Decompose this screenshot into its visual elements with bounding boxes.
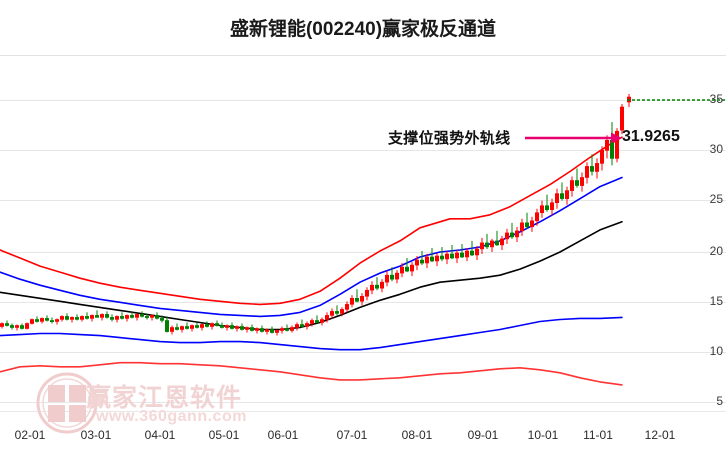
annotation-label: 支撑位强势外轨线 xyxy=(388,130,511,147)
x-axis-tick-label: 07-01 xyxy=(336,428,368,442)
x-axis-tick-label: 02-01 xyxy=(14,428,46,442)
x-axis-tick-label: 09-01 xyxy=(467,428,499,442)
y-axis-tick-label: 15 xyxy=(709,294,723,308)
page-title: 盛新锂能(002240)赢家极反通道 xyxy=(229,19,497,40)
x-axis-tick-label: 03-01 xyxy=(80,428,112,442)
price-chart-canvas[interactable] xyxy=(0,55,726,412)
y-axis-tick-label: 5 xyxy=(716,394,723,408)
y-axis-tick-label: 20 xyxy=(709,244,723,258)
y-axis-tick-label: 25 xyxy=(709,192,723,206)
y-axis-tick-label: 35 xyxy=(709,92,723,106)
x-axis-tick-label: 12-01 xyxy=(644,428,676,442)
y-axis-tick-label: 30 xyxy=(709,142,723,156)
y-axis-tick-label: 10 xyxy=(709,344,723,358)
x-axis-tick-label: 05-01 xyxy=(208,428,240,442)
x-axis-tick-label: 08-01 xyxy=(401,428,433,442)
x-axis-tick-label: 06-01 xyxy=(267,428,299,442)
x-axis-tick-label: 10-01 xyxy=(527,428,559,442)
annotation-value: 31.9265 xyxy=(622,128,680,145)
x-axis-tick-label: 04-01 xyxy=(144,428,176,442)
watermark-brand: 赢家江恩软件 xyxy=(86,384,243,412)
x-axis-tick-label: 11-01 xyxy=(583,428,613,442)
watermark-url: www.360gann.com xyxy=(96,408,247,425)
